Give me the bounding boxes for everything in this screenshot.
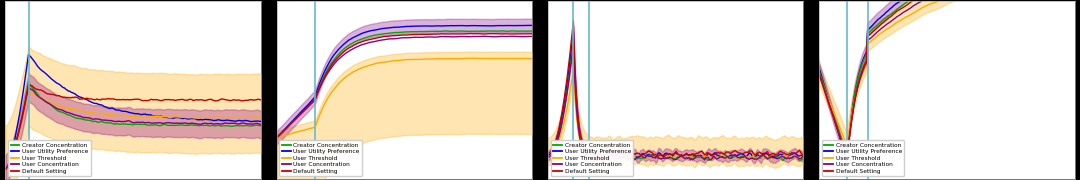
Legend: Creator Concentration, User Utility Preference, User Threshold, User Concentrati: Creator Concentration, User Utility Pref… <box>551 140 633 176</box>
Legend: Creator Concentration, User Utility Preference, User Threshold, User Concentrati: Creator Concentration, User Utility Pref… <box>9 140 91 176</box>
Legend: Creator Concentration, User Utility Preference, User Threshold, User Concentrati: Creator Concentration, User Utility Pref… <box>822 140 904 176</box>
Legend: Creator Concentration, User Utility Preference, User Threshold, User Concentrati: Creator Concentration, User Utility Pref… <box>280 140 362 176</box>
